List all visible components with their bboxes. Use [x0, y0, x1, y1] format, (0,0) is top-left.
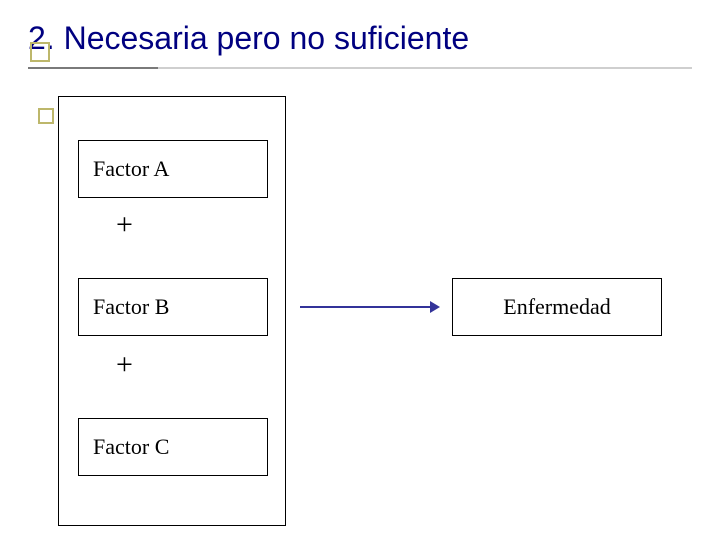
title-underline-dark — [28, 67, 158, 69]
plus-sign: + — [116, 348, 133, 382]
arrow-icon — [300, 293, 454, 321]
factor-box: Factor B — [78, 278, 268, 336]
slide-title-area: 2. Necesaria pero no suficiente — [28, 20, 692, 69]
factor-box: Factor C — [78, 418, 268, 476]
factor-label: Factor C — [93, 434, 169, 460]
result-label: Enfermedad — [503, 294, 611, 320]
slide-title: 2. Necesaria pero no suficiente — [28, 20, 692, 63]
bullet-square-icon — [38, 108, 54, 124]
title-underline — [28, 67, 692, 69]
result-box: Enfermedad — [452, 278, 662, 336]
factor-label: Factor A — [93, 156, 169, 182]
factor-label: Factor B — [93, 294, 169, 320]
factor-box: Factor A — [78, 140, 268, 198]
plus-sign: + — [116, 208, 133, 242]
bullet-square-icon — [30, 42, 50, 62]
